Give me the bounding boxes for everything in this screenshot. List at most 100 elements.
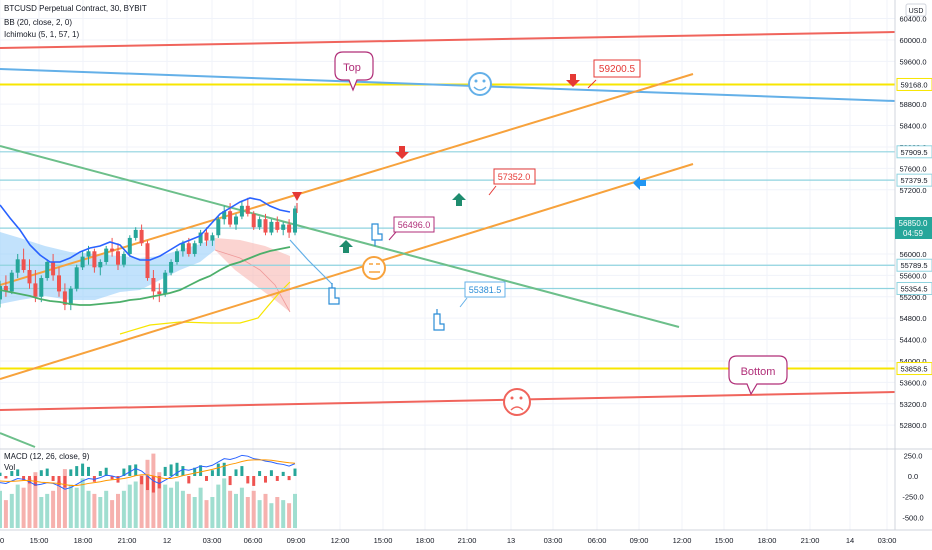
hand-pointer-down-icon[interactable]: [328, 283, 340, 305]
candle-body: [175, 251, 179, 262]
arrow-down-icon[interactable]: [395, 146, 409, 159]
candle-body: [157, 291, 162, 295]
volume-bar: [257, 500, 262, 528]
happy-face-icon[interactable]: [468, 72, 492, 96]
volume-bar: [74, 487, 79, 528]
candle-body: [198, 232, 203, 244]
macd-histogram-bar: [281, 471, 285, 476]
volume-bar: [180, 490, 185, 528]
price-callout-59200-label: 59200.5: [599, 64, 636, 75]
price-tick-label: 57200.0: [899, 186, 926, 195]
macd-legend[interactable]: MACD (12, 26, close, 9): [4, 452, 90, 461]
macd-histogram-bar: [0, 472, 2, 476]
volume-bar: [234, 493, 238, 528]
candle-body: [104, 248, 109, 262]
time-axis[interactable]: 00 15:00 18:00 21:00 12 03:00 06:00 09:00 12:00 1…: [0, 529, 932, 545]
candle-body: [163, 272, 168, 295]
candle-body: [98, 261, 103, 268]
price-tick-label: 55200.0: [899, 293, 926, 302]
candle-body: [80, 256, 85, 268]
price-callout-56496[interactable]: 56496.0: [388, 216, 435, 241]
symbol-legend[interactable]: BTCUSD Perpetual Contract, 30, BYBIT: [4, 4, 147, 13]
candle-body: [263, 219, 268, 233]
trendline-orange-upper[interactable]: [0, 73, 694, 286]
price-callout-59200[interactable]: 59200.5: [587, 59, 641, 89]
trendline-green-lower[interactable]: [0, 432, 36, 448]
time-tick-label: 15:00: [374, 536, 393, 545]
volume-bar: [245, 497, 250, 528]
volume-bar: [98, 497, 103, 528]
volume-bar: [15, 484, 20, 528]
candle-body: [269, 221, 274, 233]
macd-histogram-bar: [252, 476, 256, 486]
macd-histogram-bar: [151, 476, 155, 493]
time-tick-label: 09:00: [630, 536, 649, 545]
macd-histogram-bar: [128, 465, 132, 476]
arrow-up-icon[interactable]: [452, 193, 466, 206]
time-tick-label: 21:00: [118, 536, 137, 545]
candle-body: [133, 229, 138, 238]
macd-pane[interactable]: [0, 453, 297, 528]
level-tag-label: 53858.5: [900, 365, 927, 374]
candle-body: [51, 261, 56, 276]
price-tick-label: 53200.0: [899, 400, 926, 409]
vol-legend[interactable]: Vol: [4, 463, 16, 472]
arrow-down-icon[interactable]: [292, 192, 302, 213]
candle-body: [228, 211, 233, 225]
volume-bar: [104, 490, 109, 528]
bb-legend[interactable]: BB (20, close, 2, 0): [4, 18, 73, 27]
macd-histogram-bar: [81, 463, 85, 476]
price-tick-label: 52800.0: [899, 421, 926, 430]
candle-body: [15, 259, 20, 273]
candle-body: [293, 208, 297, 233]
level-tag: [896, 145, 932, 159]
macd-axis[interactable]: 250.0 0.0 -250.0 -500.0: [902, 451, 923, 522]
candle-body: [216, 219, 221, 236]
level-tag: [896, 362, 932, 376]
trendline-orange-lower[interactable]: [0, 163, 694, 380]
level-tag-label: 59168.0: [900, 80, 927, 89]
current-price-tag[interactable]: 56850.0 04:59: [895, 217, 932, 239]
trendline-blue[interactable]: [0, 68, 896, 102]
macd-histogram-bar: [98, 471, 102, 476]
volume-bar: [51, 490, 56, 528]
volume-bar: [163, 484, 168, 528]
macd-histogram-bar: [69, 469, 73, 476]
callout-top[interactable]: Top: [334, 51, 374, 92]
candle-body: [68, 288, 73, 305]
macd-histogram-bar: [157, 476, 161, 489]
hand-pointer-down-icon[interactable]: [433, 309, 445, 331]
price-tick-label: 58400.0: [899, 122, 926, 131]
time-tick-label: 18:00: [416, 536, 435, 545]
ichimoku-legend[interactable]: Ichimoku (5, 1, 57, 1): [4, 30, 80, 39]
volume-bar: [62, 469, 67, 528]
candle-body: [251, 213, 256, 228]
price-callout-57352[interactable]: 57352.0: [488, 168, 536, 196]
macd-histogram-bar: [181, 466, 185, 476]
macd-tick-label: -250.0: [902, 493, 923, 502]
candles[interactable]: [0, 197, 297, 311]
macd-histogram-bar: [240, 466, 244, 476]
sad-face-icon[interactable]: [503, 388, 531, 416]
arrow-down-icon[interactable]: [566, 74, 580, 87]
price-tick-label: 59600.0: [899, 57, 926, 66]
trendline-green[interactable]: [0, 145, 680, 328]
volume-bar: [68, 484, 73, 528]
callout-bottom[interactable]: Bottom: [728, 355, 788, 396]
hand-pointer-down-icon[interactable]: [371, 223, 383, 246]
volume-bar: [3, 500, 8, 528]
price-callout-55381[interactable]: 55381.5: [459, 281, 506, 308]
macd-histogram-bar: [205, 476, 208, 481]
arrow-left-icon[interactable]: [633, 176, 646, 190]
trendline-red-top[interactable]: [0, 31, 896, 49]
neutral-face-icon[interactable]: [362, 256, 386, 280]
candle-body: [74, 267, 79, 289]
arrow-up-icon[interactable]: [339, 240, 353, 253]
macd-histogram-bar: [146, 476, 149, 491]
level-tag: [896, 173, 932, 187]
currency-badge[interactable]: USD: [905, 3, 927, 17]
trendline-red-bottom[interactable]: [0, 391, 896, 411]
price-tick-label: 54400.0: [899, 336, 926, 345]
candle-body: [281, 224, 286, 230]
